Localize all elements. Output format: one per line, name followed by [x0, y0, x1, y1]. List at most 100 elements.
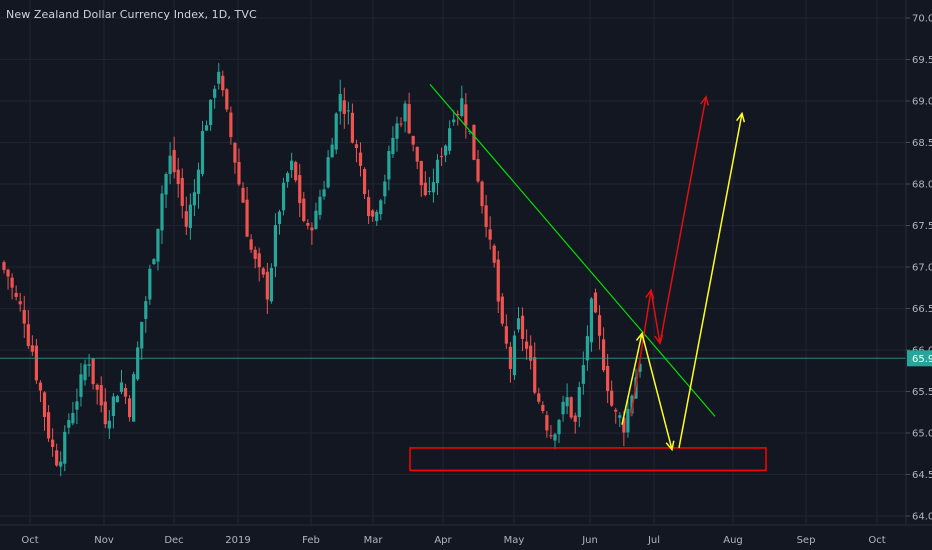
candlestick [350, 103, 355, 144]
candle-body [614, 409, 618, 412]
time-axis[interactable]: Oct Nov Dec 2019 Feb Mar Apr May Jun Jul Aug Sep Oct [0, 524, 932, 546]
arrow-head [665, 440, 675, 452]
candle-body [148, 268, 152, 300]
price-tick-label: 64.0 [912, 512, 932, 523]
candlestick [306, 219, 310, 230]
price-tick-label: 67.0 [912, 263, 932, 274]
candle-body [281, 182, 286, 211]
candle-body [557, 419, 561, 435]
candlestick [371, 209, 375, 222]
candle-body [516, 318, 521, 330]
candlestick [302, 192, 306, 223]
candle-body [589, 298, 594, 343]
candle-body [257, 253, 261, 268]
price-tick-label: 65.5 [912, 387, 932, 398]
chart-title: New Zealand Dollar Currency Index, 1D, T… [6, 8, 257, 21]
candle-body [354, 144, 359, 149]
yellow-arrow[interactable] [641, 333, 675, 452]
candle-body [618, 415, 622, 418]
candlestick [245, 187, 249, 238]
candlestick [213, 85, 217, 109]
candle-body [46, 412, 51, 439]
candle-body [362, 169, 367, 195]
candlestick [148, 264, 152, 305]
candlestick [472, 124, 476, 161]
candlestick [443, 144, 448, 163]
candle-body [261, 268, 265, 275]
candle-body [67, 420, 71, 428]
time-tick-label: Oct [868, 535, 885, 546]
candle-body [512, 335, 517, 376]
candlestick [403, 100, 407, 133]
candle-body [217, 71, 221, 84]
candle-body [533, 357, 537, 393]
candle-body [358, 152, 363, 166]
candle-body [26, 324, 30, 346]
candlestick [496, 250, 500, 314]
candlestick [322, 180, 326, 200]
candlestick [136, 341, 140, 381]
candle-body [460, 98, 464, 117]
candlestick [614, 407, 618, 424]
candlestick [140, 321, 144, 360]
candlestick [379, 198, 383, 221]
candlestick [18, 292, 22, 312]
candlestick [391, 126, 395, 158]
candlestick [265, 262, 269, 314]
candlestick [123, 383, 128, 404]
candlestick [115, 394, 120, 403]
candlestick [541, 401, 545, 414]
price-tick-label: 67.5 [912, 221, 932, 232]
candlestick [164, 172, 168, 208]
candle-body [338, 94, 342, 112]
support-zone-box[interactable] [409, 447, 767, 472]
candle-body [273, 225, 278, 267]
candle-body [184, 211, 188, 227]
candlestick [606, 353, 610, 404]
candlestick [192, 179, 197, 217]
time-tick-label: Oct [21, 535, 38, 546]
candlestick [176, 157, 180, 198]
candlestick [565, 383, 569, 415]
candle-body [520, 315, 525, 339]
candlestick [237, 148, 241, 186]
candle-body [140, 321, 144, 349]
candle-body [136, 347, 140, 380]
arrow-shaft [678, 113, 743, 449]
price-axis[interactable]: 70.069.569.068.568.067.567.066.566.065.5… [905, 0, 932, 525]
candlestick [144, 296, 148, 333]
candlestick [249, 234, 253, 254]
candle-body [132, 374, 136, 422]
candle-body [383, 181, 387, 197]
candle-body [302, 198, 306, 222]
candlestick [196, 162, 201, 209]
candlestick [10, 273, 14, 300]
trendline[interactable] [429, 84, 716, 417]
price-tick-label: 69.0 [912, 97, 932, 108]
red-arrow[interactable] [659, 95, 710, 344]
candle-body [622, 417, 626, 433]
candlestick [2, 260, 6, 274]
candle-body [375, 211, 379, 222]
candle-body [2, 262, 6, 270]
candlestick [561, 395, 565, 422]
candle-body [119, 382, 124, 392]
candlestick [91, 358, 95, 390]
candlestick [285, 171, 290, 188]
candlestick [375, 209, 379, 226]
candlestick [298, 163, 302, 217]
candle-body [541, 404, 545, 411]
candle-body [107, 420, 111, 429]
candlestick [261, 267, 265, 278]
candlestick [367, 189, 371, 224]
candle-body [30, 345, 34, 352]
candlestick [111, 393, 115, 429]
candlestick [476, 149, 480, 184]
candle-body [95, 384, 99, 390]
candlestick [529, 335, 533, 370]
arrow-shaft [621, 333, 643, 425]
candle-body [427, 190, 431, 192]
yellow-arrow[interactable] [678, 111, 746, 449]
candlestick [610, 380, 614, 408]
